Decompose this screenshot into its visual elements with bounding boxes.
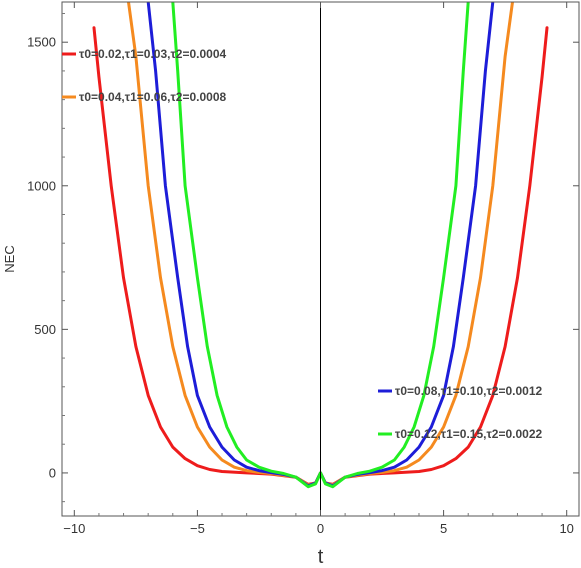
legend-label-4: τ0=0.12,τ1=0.15,τ2=0.0022 [395, 427, 543, 441]
legend-label-3: τ0=0.08,τ1=0.10,τ2=0.0012 [395, 384, 543, 398]
legend-label-1: τ0=0.02,τ1=0.03,τ2=0.0004 [79, 47, 227, 61]
x-tick-label: −5 [190, 521, 205, 536]
x-tick-label: −10 [63, 521, 85, 536]
x-tick-label: 10 [559, 521, 573, 536]
y-tick-label: 1500 [27, 35, 56, 50]
axes-layer: −10 −5 0 5 10 0 500 1000 1500 [27, 1, 580, 536]
y-tick-label: 0 [49, 465, 56, 480]
y-axis-label: NEC [2, 245, 17, 272]
x-axis-label: t [318, 546, 324, 568]
x-tick-label: 0 [317, 521, 324, 536]
y-tick-label: 500 [34, 322, 56, 337]
y-tick-label: 1000 [27, 178, 56, 193]
legend-layer: τ0=0.02,τ1=0.03,τ2=0.0004 τ0=0.04,τ1=0.06… [62, 47, 543, 441]
legend-label-2: τ0=0.04,τ1=0.06,τ2=0.0008 [79, 90, 227, 104]
x-tick-label: 5 [440, 521, 447, 536]
